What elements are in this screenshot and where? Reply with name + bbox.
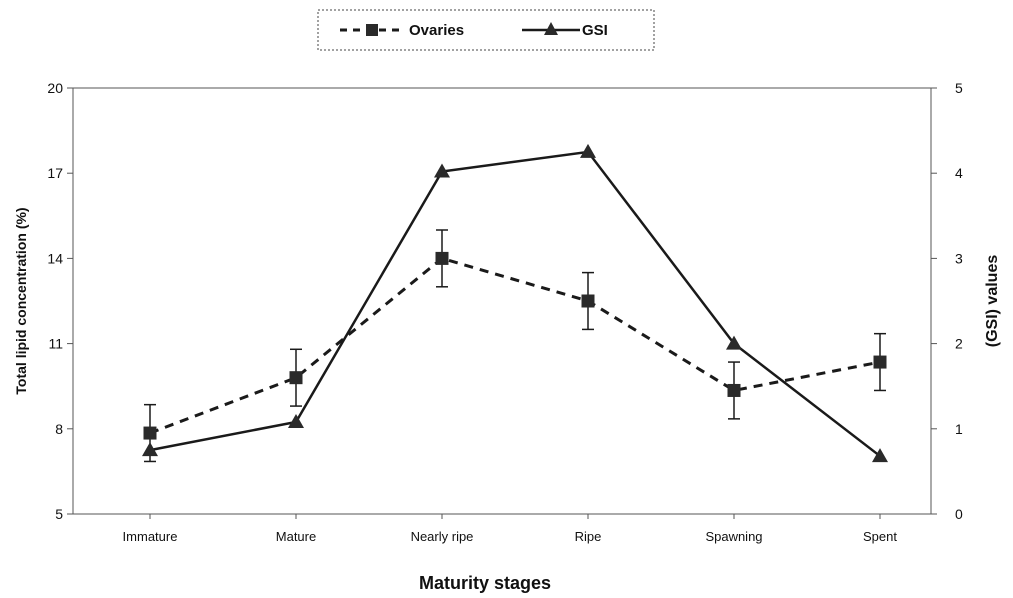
x-tick-label: Nearly ripe <box>411 529 474 544</box>
right-tick-label: 4 <box>955 165 963 181</box>
left-tick-label: 5 <box>55 506 63 522</box>
legend-ovaries-label: Ovaries <box>409 22 464 39</box>
gsi-point <box>288 413 304 428</box>
x-tick-label: Spent <box>863 529 897 544</box>
ovaries-point <box>727 383 741 397</box>
left-tick-label: 11 <box>48 336 63 352</box>
x-tick-label: Immature <box>123 529 178 544</box>
y-axis-left-title: Total lipid concentration (%) <box>13 207 29 394</box>
gsi-point <box>872 448 888 463</box>
series-ovaries <box>143 229 887 463</box>
ovaries-point <box>873 355 887 369</box>
x-axis: Immature Mature Nearly ripe Ripe Spawning Spe… <box>123 514 897 544</box>
ovaries-line <box>149 256 881 435</box>
right-tick-label: 0 <box>955 506 963 522</box>
series-gsi <box>142 143 888 463</box>
x-tick-label: Mature <box>276 529 316 544</box>
y-axis-right-title: (GSI) values <box>984 255 1001 348</box>
right-tick-label: 1 <box>955 421 963 437</box>
x-axis-title: Maturity stages <box>419 573 551 593</box>
gsi-line <box>149 150 881 458</box>
right-tick-label: 5 <box>955 80 963 96</box>
plot-frame <box>72 87 932 515</box>
ovaries-point <box>289 371 303 385</box>
legend: Ovaries GSI <box>317 9 655 51</box>
gsi-point <box>434 163 450 178</box>
x-tick-label: Ripe <box>575 529 602 544</box>
x-tick-label: Spawning <box>705 529 762 544</box>
left-tick-label: 20 <box>47 80 63 96</box>
legend-gsi-label: GSI <box>582 22 608 39</box>
gsi-point <box>142 442 158 457</box>
right-axis: 0 1 2 3 4 5 <box>931 80 963 522</box>
right-tick-label: 3 <box>955 250 963 266</box>
gsi-point <box>580 143 596 158</box>
left-axis: 5 8 11 14 17 20 <box>47 80 73 522</box>
gsi-point <box>726 335 742 350</box>
left-tick-label: 17 <box>47 165 63 181</box>
left-tick-label: 8 <box>55 421 63 437</box>
ovaries-point <box>435 251 449 265</box>
ovaries-point <box>581 294 595 308</box>
right-tick-label: 2 <box>955 336 963 352</box>
legend-ovaries-marker <box>366 24 378 36</box>
legend-gsi-marker <box>544 22 558 35</box>
ovaries-point <box>143 426 157 440</box>
left-tick-label: 14 <box>47 250 63 266</box>
